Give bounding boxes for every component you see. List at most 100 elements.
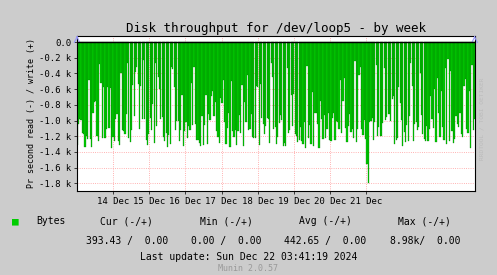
Bar [350, 42, 351, 132]
Bar [95, 42, 96, 101]
Bar [365, 42, 366, 139]
Bar [354, 42, 355, 61]
Bar [140, 42, 142, 86]
Bar [321, 42, 323, 119]
Bar [79, 42, 81, 119]
Bar [382, 42, 384, 123]
Bar [270, 42, 272, 63]
Text: Avg (-/+): Avg (-/+) [299, 216, 352, 226]
Bar [369, 42, 370, 122]
Bar [287, 42, 288, 68]
Bar [277, 42, 278, 137]
Bar [434, 42, 435, 89]
Bar [205, 42, 207, 95]
Bar [160, 42, 162, 119]
Bar [94, 42, 95, 102]
Bar [462, 42, 463, 137]
Bar [346, 42, 347, 142]
Bar [154, 42, 155, 143]
Bar [374, 42, 376, 122]
Bar [388, 42, 389, 114]
Bar [402, 42, 404, 146]
Bar [175, 42, 176, 130]
Bar [108, 42, 109, 128]
Bar [437, 42, 438, 78]
Bar [426, 42, 427, 126]
Bar [319, 42, 320, 148]
Bar [220, 42, 221, 98]
Text: 0.00 /  0.00: 0.00 / 0.00 [191, 236, 261, 246]
Bar [148, 42, 150, 134]
Bar [376, 42, 377, 65]
Bar [227, 42, 228, 128]
Bar [380, 42, 381, 136]
Bar [342, 42, 343, 101]
Bar [392, 42, 393, 99]
Bar [324, 42, 325, 115]
Bar [136, 42, 138, 67]
Bar [430, 42, 431, 97]
Bar [261, 42, 262, 119]
Bar [181, 42, 183, 95]
Bar [168, 42, 169, 135]
Bar [336, 42, 337, 120]
Bar [427, 42, 429, 141]
Bar [378, 42, 380, 127]
Bar [278, 42, 280, 123]
Bar [240, 42, 241, 133]
Bar [323, 42, 324, 139]
Bar [337, 42, 338, 122]
Bar [315, 42, 316, 113]
Bar [438, 42, 439, 113]
Text: Last update: Sun Dec 22 03:41:19 2024: Last update: Sun Dec 22 03:41:19 2024 [140, 252, 357, 262]
Text: 8.98k/  0.00: 8.98k/ 0.00 [390, 236, 460, 246]
Bar [471, 42, 473, 65]
Bar [334, 42, 335, 140]
Bar [107, 42, 108, 87]
Bar [120, 42, 121, 73]
Bar [451, 42, 453, 131]
Bar [372, 42, 373, 118]
Bar [384, 42, 385, 68]
Bar [216, 42, 217, 131]
Bar [281, 42, 282, 120]
Bar [457, 42, 458, 124]
Bar [289, 42, 290, 130]
Bar [119, 42, 120, 145]
Bar [356, 42, 357, 142]
Bar [228, 42, 229, 113]
Bar [143, 42, 144, 60]
Bar [447, 42, 449, 59]
Bar [283, 42, 284, 145]
Bar [196, 42, 197, 140]
Bar [114, 42, 115, 141]
Bar [122, 42, 123, 130]
Bar [396, 42, 397, 140]
Bar [134, 42, 135, 116]
Bar [311, 42, 312, 144]
Bar [204, 42, 205, 125]
Bar [207, 42, 208, 144]
Bar [415, 42, 416, 122]
Bar [317, 42, 318, 124]
Bar [212, 42, 213, 91]
Bar [394, 42, 396, 144]
Text: Munin 2.0.57: Munin 2.0.57 [219, 265, 278, 273]
Bar [291, 42, 292, 95]
Bar [265, 42, 266, 125]
Bar [329, 42, 331, 140]
Bar [280, 42, 281, 115]
Bar [266, 42, 268, 118]
Bar [408, 42, 409, 141]
Bar [445, 42, 446, 68]
Bar [78, 42, 79, 124]
Bar [404, 42, 405, 133]
Bar [235, 42, 236, 130]
Bar [309, 42, 310, 125]
Bar [307, 42, 308, 66]
Bar [473, 42, 474, 130]
Bar [258, 42, 260, 145]
Bar [410, 42, 412, 63]
Bar [417, 42, 418, 130]
Bar [293, 42, 294, 94]
